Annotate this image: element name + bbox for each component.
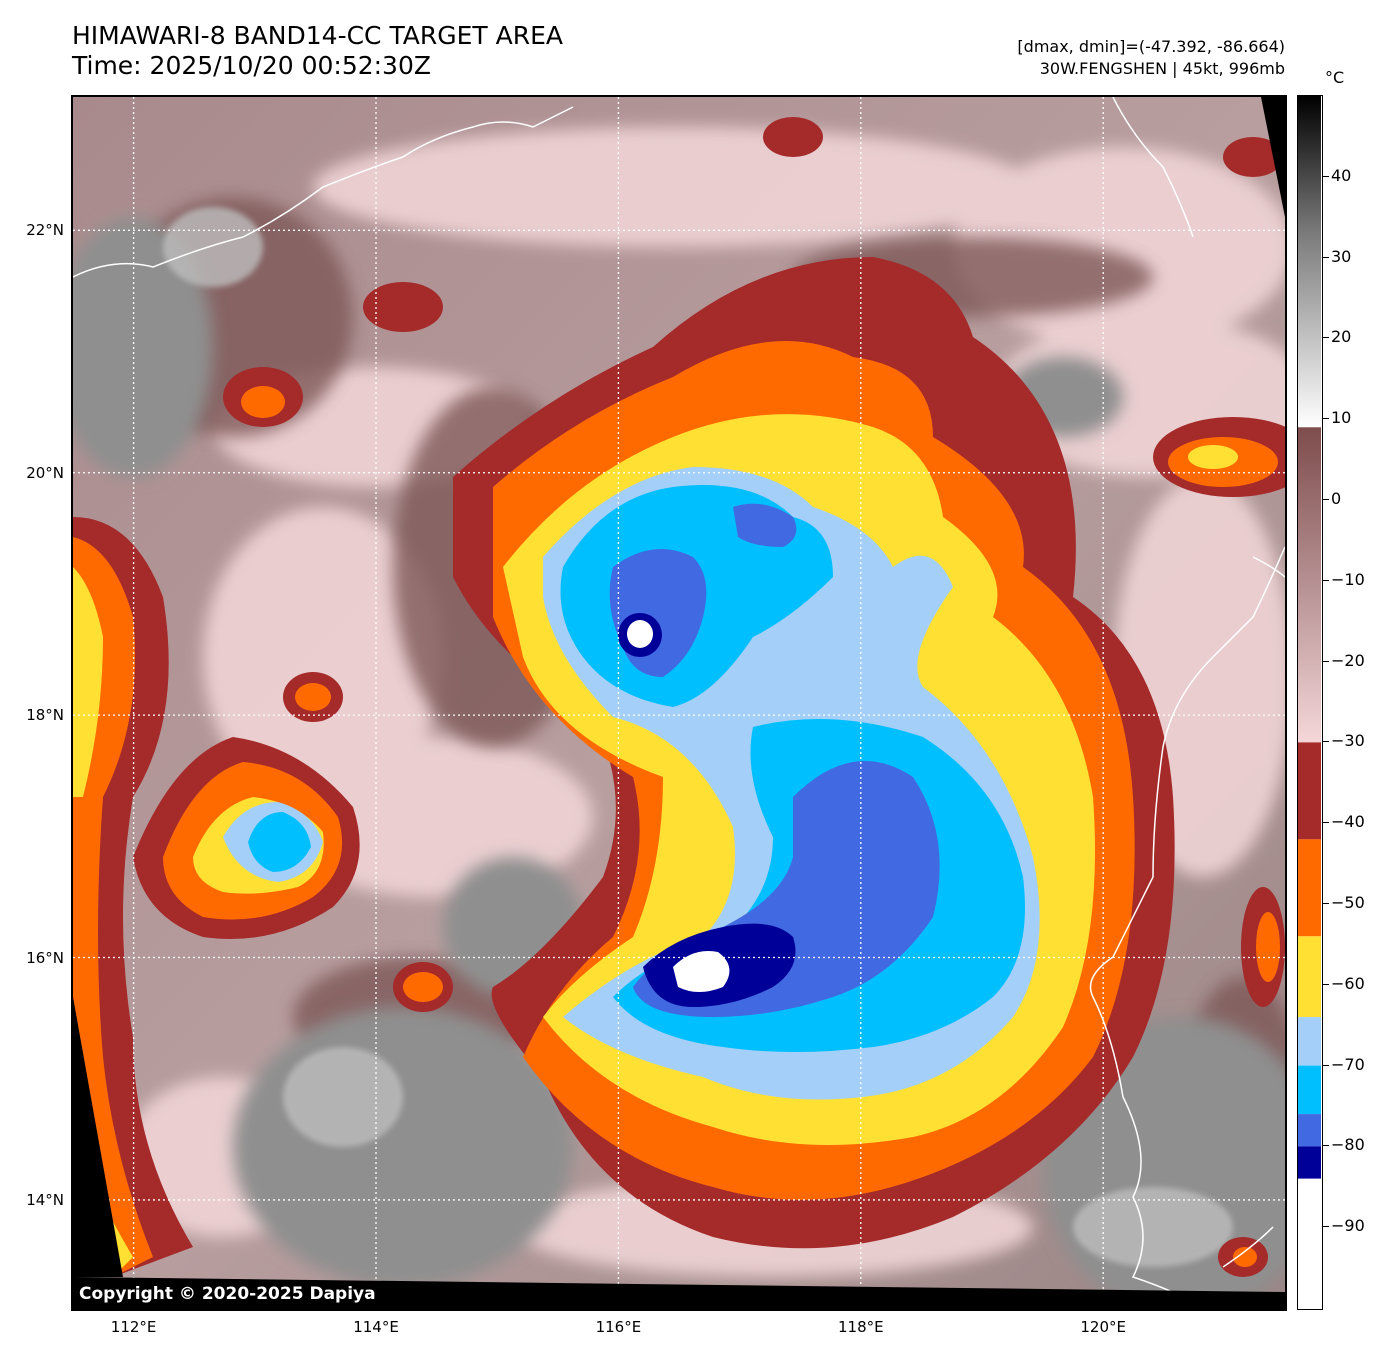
colorbar-tick-label: −40	[1331, 812, 1365, 832]
longitude-label: 114°E	[353, 1318, 399, 1336]
colorbar-tick-label: −70	[1331, 1054, 1365, 1074]
colorbar-tick-label: 0	[1331, 489, 1342, 508]
coastline-taiwan-strait	[1112, 97, 1194, 238]
colorbar	[1297, 95, 1323, 1310]
colorbar-segment-minus-80	[1298, 1114, 1321, 1147]
colorbar-tick-mark	[1323, 741, 1329, 743]
colorbar-scale	[1298, 96, 1321, 1308]
colorbar-segment-minus-42	[1298, 742, 1321, 840]
colorbar-tick-label: −60	[1331, 973, 1365, 993]
colorbar-tick-mark	[1323, 418, 1329, 420]
longitude-label: 112°E	[110, 1318, 157, 1336]
main-storm-convection	[453, 257, 1175, 1249]
chart-title: HIMAWARI-8 BAND14-CC TARGET AREA	[72, 21, 564, 50]
colorbar-tick-mark	[1323, 579, 1329, 581]
missing-data-strip-bottom	[73, 1277, 1285, 1309]
colorbar-segment-cloud	[1298, 427, 1321, 743]
coastline-china	[73, 106, 574, 278]
western-convective-cluster	[133, 737, 360, 939]
colorbar-segment-minus-76	[1298, 1065, 1321, 1115]
observation-time: Time: 2025/10/20 00:52:30Z	[72, 51, 431, 80]
colorbar-tick-mark	[1323, 1064, 1329, 1066]
longitude-label: 118°E	[837, 1318, 884, 1336]
copyright-text: Copyright © 2020-2025 Dapiya	[79, 1284, 376, 1304]
colorbar-segment-coldest	[1298, 1178, 1321, 1308]
colorbar-tick-mark	[1323, 175, 1329, 177]
missing-data-strip-right	[1261, 97, 1285, 217]
colorbar-tick-mark	[1323, 1226, 1329, 1228]
colorbar-tick-mark	[1323, 1145, 1329, 1147]
storm-band-minus-80-ne	[733, 503, 797, 547]
colorbar-unit: °C	[1325, 68, 1345, 87]
colorbar-segment-minus-54	[1298, 839, 1321, 937]
latitude-label: 16°N	[26, 948, 64, 967]
missing-data-strip-left	[73, 997, 123, 1277]
ir-imagery	[73, 97, 1285, 1309]
longitude-label: 116°E	[595, 1318, 642, 1336]
latitude-label: 14°N	[26, 1190, 64, 1209]
colorbar-segment-warm	[1298, 96, 1321, 428]
colorbar-tick-label: −20	[1331, 650, 1365, 670]
colorbar-tick-label: 10	[1331, 408, 1352, 428]
colorbar-tick-mark	[1323, 337, 1329, 339]
colorbar-tick-label: −10	[1331, 569, 1365, 589]
satellite-map[interactable]: Copyright © 2020-2025 Dapiya	[71, 95, 1287, 1311]
temperature-range: [dmax, dmin]=(-47.392, -86.664)	[1017, 37, 1285, 56]
colorbar-tick-label: −50	[1331, 893, 1365, 912]
west-band-minus-76	[248, 812, 311, 872]
colorbar-tick-label: 30	[1331, 246, 1352, 266]
clear-sky-light	[163, 207, 1233, 1267]
colorbar-segment-minus-64	[1298, 936, 1321, 1018]
colorbar-tick-label: −80	[1331, 1135, 1365, 1155]
scattered-cells	[223, 117, 1285, 1277]
colorbar-segment-minus-84	[1298, 1146, 1321, 1179]
colorbar-tick-label: 20	[1331, 327, 1352, 347]
latitude-label: 20°N	[26, 463, 64, 482]
colorbar-tick-mark	[1323, 822, 1329, 824]
coastline-luzon-islands	[1222, 1226, 1274, 1268]
longitude-label: 120°E	[1080, 1318, 1126, 1336]
colorbar-tick-label: 40	[1331, 165, 1352, 185]
latitude-label: 22°N	[26, 221, 64, 240]
latitude-label: 18°N	[26, 706, 64, 725]
colorbar-tick-label: −30	[1331, 731, 1365, 751]
colorbar-tick-mark	[1323, 256, 1329, 258]
grid-lines	[73, 97, 1285, 1309]
coastline-north-luzon	[1252, 556, 1285, 578]
colorbar-tick-mark	[1323, 903, 1329, 904]
colorbar-tick-label: −90	[1331, 1216, 1365, 1236]
coldest-top-north	[627, 620, 653, 648]
colorbar-tick-mark	[1323, 660, 1329, 662]
colorbar-tick-mark	[1323, 499, 1329, 500]
colorbar-tick-mark	[1323, 983, 1329, 985]
colorbar-segment-minus-70	[1298, 1017, 1321, 1066]
coldest-top-south	[673, 951, 730, 992]
storm-info: 30W.FENGSHEN | 45kt, 996mb	[1039, 59, 1285, 78]
